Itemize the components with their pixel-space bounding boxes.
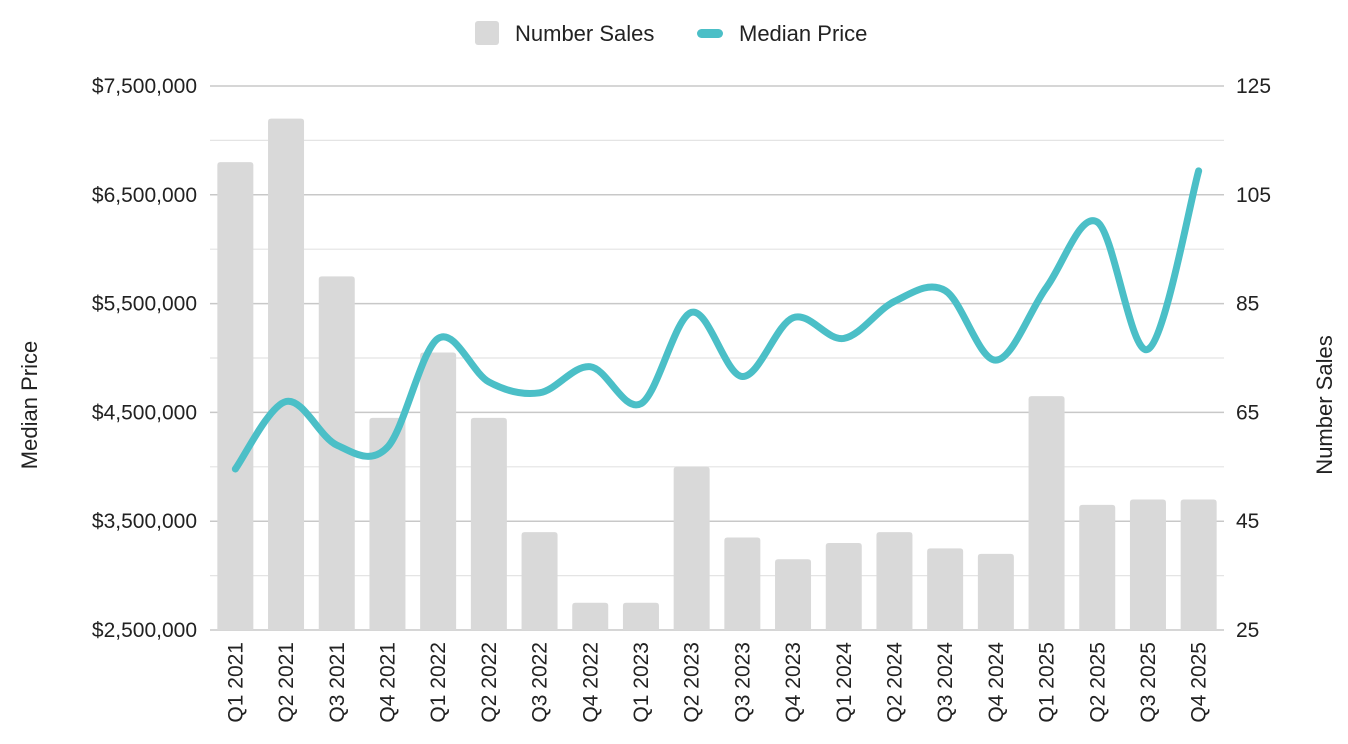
x-tick-label: Q1 2022 <box>427 642 450 723</box>
y-axis-right-ticks: 25 45 65 85 105 125 <box>1236 75 1271 642</box>
bar <box>318 276 355 630</box>
x-tick-label: Q4 2025 <box>1188 642 1211 723</box>
y-right-tick-label: 25 <box>1236 619 1259 642</box>
median-price-line <box>231 167 1203 473</box>
x-tick-label: Q2 2023 <box>681 642 704 723</box>
x-axis-ticks: Q1 2021 Q2 2021 Q3 2021 Q4 2021 Q1 2022 Q2 20… <box>224 642 1210 723</box>
x-tick-label: Q3 2024 <box>934 642 957 723</box>
x-tick-label: Q1 2024 <box>833 642 856 723</box>
bar <box>673 466 710 630</box>
y-left-tick-label: $3,500,000 <box>92 510 197 533</box>
bar <box>825 542 862 630</box>
bar <box>217 162 254 630</box>
y-left-tick-label: $7,500,000 <box>92 75 197 98</box>
y-left-tick-label: $2,500,000 <box>92 619 197 642</box>
x-tick-label: Q4 2024 <box>985 642 1008 723</box>
legend-swatch-number-sales <box>475 21 499 45</box>
bar <box>977 553 1014 630</box>
y-axis-right-title: Number Sales <box>1312 335 1337 474</box>
bar <box>572 602 609 630</box>
bar <box>268 118 305 630</box>
x-tick-label: Q2 2025 <box>1086 642 1109 723</box>
bar <box>1028 396 1065 630</box>
x-tick-label: Q3 2021 <box>326 642 349 723</box>
bar <box>724 537 761 630</box>
y-right-tick-label: 45 <box>1236 510 1259 533</box>
y-axis-left-ticks: $2,500,000 $3,500,000 $4,500,000 $5,500,000… <box>92 75 197 642</box>
bar <box>1079 504 1116 630</box>
x-tick-label: Q4 2021 <box>376 642 399 723</box>
x-tick-label: Q4 2022 <box>579 642 602 723</box>
y-right-tick-label: 65 <box>1236 401 1259 424</box>
bar <box>369 417 406 630</box>
gridlines <box>210 85 1224 631</box>
bar <box>1129 499 1166 630</box>
x-tick-label: Q1 2025 <box>1036 642 1059 723</box>
y-left-tick-label: $4,500,000 <box>92 401 197 424</box>
line-series-median-price <box>231 167 1203 473</box>
x-tick-label: Q2 2024 <box>883 642 906 723</box>
bar <box>470 417 507 630</box>
x-tick-label: Q4 2023 <box>782 642 805 723</box>
bar <box>876 532 913 630</box>
x-tick-label: Q3 2022 <box>529 642 552 723</box>
legend: Number Sales Median Price <box>475 21 867 46</box>
bar <box>521 532 558 630</box>
x-tick-label: Q1 2021 <box>224 642 247 723</box>
y-right-tick-label: 105 <box>1236 184 1271 207</box>
x-tick-label: Q2 2022 <box>478 642 501 723</box>
bar <box>927 548 964 630</box>
y-left-tick-label: $5,500,000 <box>92 293 197 316</box>
bar <box>420 352 457 630</box>
legend-label-number-sales: Number Sales <box>515 21 654 46</box>
bar <box>1180 499 1217 630</box>
y-axis-left-title: Median Price <box>17 341 42 469</box>
legend-label-median-price: Median Price <box>739 21 867 46</box>
x-tick-label: Q3 2023 <box>731 642 754 723</box>
bar-series-number-sales <box>217 118 1217 630</box>
y-right-tick-label: 85 <box>1236 293 1259 316</box>
legend-swatch-median-price <box>697 29 723 38</box>
x-tick-label: Q1 2023 <box>630 642 653 723</box>
x-tick-label: Q2 2021 <box>275 642 298 723</box>
y-right-tick-label: 125 <box>1236 75 1271 98</box>
y-left-tick-label: $6,500,000 <box>92 184 197 207</box>
bar <box>622 602 659 630</box>
x-tick-label: Q3 2025 <box>1137 642 1160 723</box>
bar <box>775 559 812 630</box>
